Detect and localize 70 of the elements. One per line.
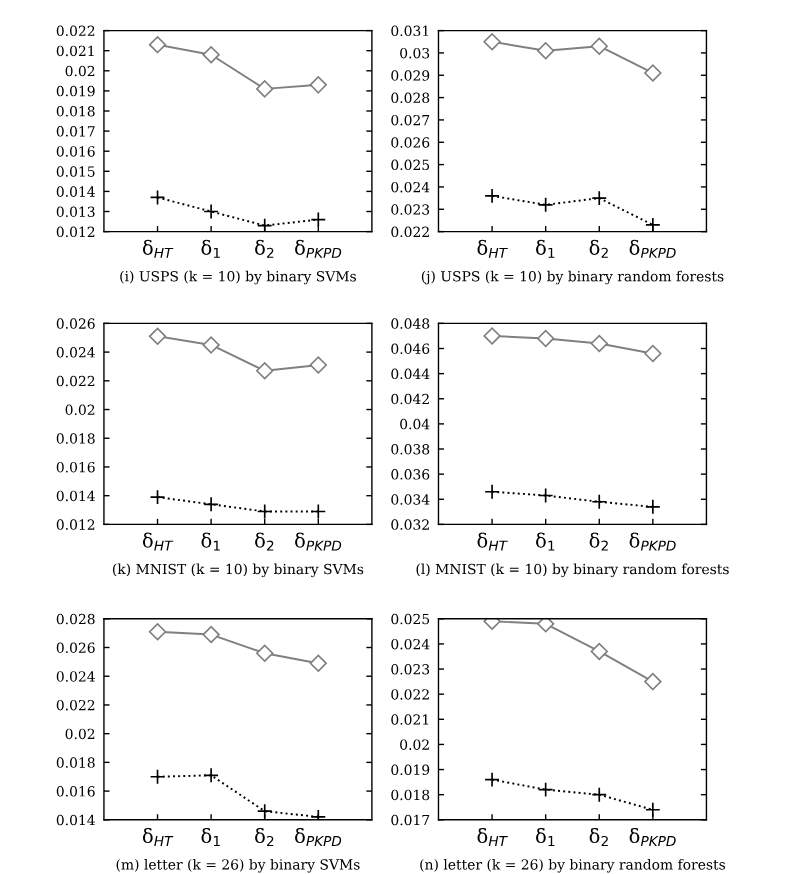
point [536, 618, 555, 633]
point [202, 46, 220, 64]
point [644, 64, 662, 82]
x-tick-label: δ$_{1}$ [201, 827, 220, 847]
point [203, 767, 219, 784]
point [148, 35, 167, 54]
point [537, 781, 554, 798]
point [148, 623, 167, 641]
point [148, 327, 167, 345]
x-tick-label: δ$_{2}$ [255, 532, 274, 551]
x-tick-label: δ$_{HT}$ [142, 532, 174, 551]
point [149, 189, 166, 206]
point [591, 190, 608, 206]
point [644, 672, 662, 691]
x-tick-label: δ$_{1}$ [201, 239, 220, 258]
point [202, 625, 220, 644]
point [256, 803, 273, 819]
point [310, 211, 327, 228]
point [256, 503, 273, 520]
x-tick-label: δ$_{1}$ [536, 827, 555, 847]
x-tick-label: δ$_{PKPD}$ [629, 239, 676, 258]
x-tick-label: δ$_{2}$ [589, 827, 608, 847]
x-tick-label: δ$_{2}$ [589, 532, 608, 551]
point [202, 336, 220, 354]
point [310, 503, 327, 520]
point [309, 76, 327, 94]
x-tick-label: δ$_{HT}$ [142, 827, 174, 847]
x-tick-label: δ$_{2}$ [255, 239, 274, 258]
point [149, 768, 166, 785]
x-tick-label: δ$_{1}$ [536, 532, 555, 551]
point [483, 327, 501, 345]
x-tick-label: δ$_{HT}$ [477, 827, 508, 847]
x-tick-label: δ$_{1}$ [201, 532, 220, 551]
point [590, 642, 608, 661]
x-tick-label: δ$_{PKPD}$ [295, 827, 342, 847]
x-tick-label: δ$_{PKPD}$ [629, 532, 676, 551]
x-tick-label: δ$_{PKPD}$ [295, 239, 342, 258]
point [483, 33, 501, 51]
point [309, 654, 327, 672]
point [203, 496, 219, 513]
point [536, 42, 555, 60]
point [645, 499, 661, 515]
point [645, 217, 661, 232]
point [256, 217, 273, 232]
point [484, 771, 500, 788]
point [591, 494, 608, 510]
point [591, 786, 608, 803]
point [537, 197, 554, 213]
point [590, 334, 608, 353]
point [484, 188, 500, 204]
point [256, 644, 274, 662]
point [645, 801, 661, 818]
x-tick-label: δ$_{2}$ [589, 239, 608, 258]
x-tick-label: δ$_{HT}$ [477, 532, 508, 551]
x-tick-label: δ$_{PKPD}$ [629, 827, 676, 847]
point [203, 203, 219, 220]
point [149, 489, 166, 505]
point [484, 483, 500, 500]
point [309, 356, 327, 374]
point [590, 37, 608, 55]
x-tick-label: δ$_{HT}$ [477, 239, 508, 258]
point [536, 329, 555, 348]
x-tick-label: δ$_{PKPD}$ [295, 532, 342, 551]
point [256, 362, 274, 380]
x-tick-label: δ$_{HT}$ [142, 239, 174, 258]
point [256, 80, 274, 98]
x-tick-label: δ$_{1}$ [536, 239, 555, 258]
x-tick-label: δ$_{2}$ [255, 827, 274, 847]
point [644, 344, 662, 363]
point [537, 487, 554, 504]
